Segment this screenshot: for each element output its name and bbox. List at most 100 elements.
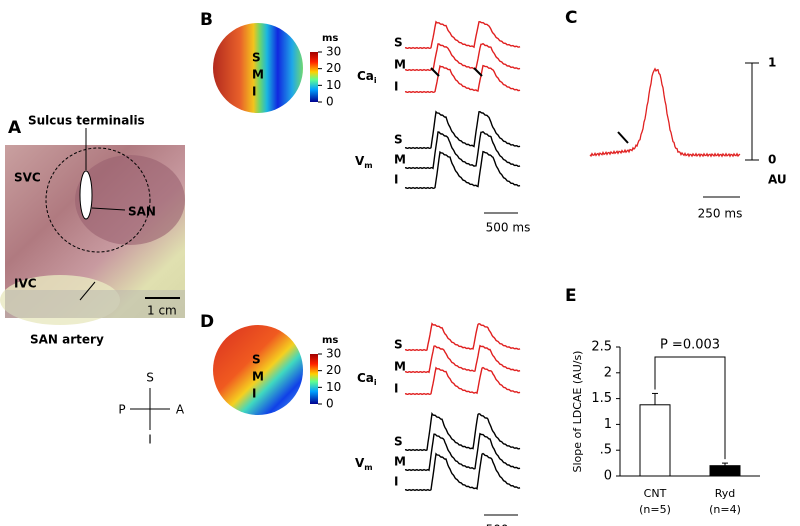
compass-label: P — [118, 403, 125, 417]
sample-size: (n=5) — [639, 503, 671, 516]
mesh — [5, 290, 185, 318]
trace — [404, 64, 521, 94]
significance-label: P =0.003 — [660, 338, 720, 353]
arrow — [473, 67, 483, 77]
y-axis-label: Slope of LDCAE (AU/s) — [571, 351, 584, 473]
y-tick-label: 2 — [604, 365, 612, 380]
annotation: SAN — [128, 205, 156, 219]
trace-label: M — [394, 360, 406, 374]
colorbar-tick-label: 30 — [326, 45, 341, 59]
trace-label: S — [394, 36, 403, 50]
scale-label: 250 ms — [698, 207, 743, 221]
san-outline — [79, 170, 93, 220]
colorbar-tick-label: 10 — [326, 380, 341, 394]
trace-label: I — [394, 80, 398, 94]
label-sub: i — [374, 378, 377, 387]
colorbar-tick-label: 30 — [326, 347, 341, 361]
y-tick-label: 1.5 — [591, 391, 612, 406]
sample-size: (n=4) — [709, 503, 741, 516]
compass-label: I — [148, 433, 152, 447]
map-label: S — [252, 51, 261, 65]
y-tick-label: 2.5 — [591, 340, 612, 355]
activation-map — [213, 23, 303, 113]
map-label: I — [252, 387, 256, 401]
trace-group-label: Vm — [355, 456, 373, 472]
colorbar-tick-label: 10 — [326, 78, 341, 92]
trace — [404, 366, 521, 396]
annotation: SAN artery — [30, 333, 104, 347]
panel-d: DSMIms3020100CaiVmSMISMI500 ms — [200, 312, 530, 526]
panel-label: A — [8, 118, 22, 138]
panel-label: B — [200, 10, 213, 30]
label-main: V — [355, 154, 365, 168]
trace-label: S — [394, 435, 403, 449]
trace — [404, 452, 521, 492]
trace — [404, 344, 521, 374]
scale-label: 1 — [768, 56, 776, 70]
trace — [404, 42, 521, 72]
annotation: Sulcus terminalis — [28, 114, 145, 128]
trace-label: M — [394, 455, 406, 469]
bar — [709, 465, 741, 477]
arrow — [79, 281, 96, 301]
label-sub: m — [364, 463, 372, 472]
trace — [404, 322, 521, 352]
colorbar-tick-label: 0 — [326, 397, 334, 411]
trace — [404, 432, 521, 472]
colorbar-unit: ms — [322, 33, 338, 44]
trace-group-label: Cai — [357, 69, 377, 85]
x-tick-label: Ryd — [715, 487, 736, 500]
x-tick-label: CNT — [644, 487, 667, 500]
colorbar-unit: ms — [322, 335, 338, 346]
scale-label: 1 cm — [147, 304, 177, 318]
trace — [589, 67, 741, 158]
y-tick-label: 1 — [604, 417, 612, 432]
panel-label: C — [565, 8, 577, 28]
label-main: Ca — [357, 371, 374, 385]
activation-map — [213, 325, 303, 415]
dashed-circle — [45, 147, 151, 253]
y-tick-label: .5 — [600, 443, 612, 458]
colorbar — [310, 354, 318, 404]
map-label: M — [252, 68, 264, 82]
scale-label: 500 ms — [486, 523, 531, 526]
trace — [404, 110, 521, 150]
trace-label: I — [394, 475, 398, 489]
trace-group-label: Cai — [357, 371, 377, 387]
trace-group-label: Vm — [355, 154, 373, 170]
panel-label: D — [200, 312, 214, 332]
colorbar-tick-label: 20 — [326, 363, 341, 377]
annotation: SVC — [14, 171, 41, 185]
label-sub: i — [374, 76, 377, 85]
trace — [404, 150, 521, 190]
trace-label: M — [394, 153, 406, 167]
label-sub: m — [364, 161, 372, 170]
compass-label: S — [146, 371, 154, 385]
annotation: IVC — [14, 277, 37, 291]
trace — [404, 20, 521, 50]
colorbar-tick-label: 0 — [326, 95, 334, 109]
trace — [404, 130, 521, 170]
colorbar — [310, 52, 318, 102]
trace-label: I — [394, 382, 398, 396]
arrow — [91, 207, 126, 211]
colorbar-tick-label: 20 — [326, 61, 341, 75]
scale-label: 0 — [768, 153, 776, 167]
y-tick-label: 0 — [604, 469, 612, 484]
trace — [404, 412, 521, 452]
panel-a: A Sulcus terminalis SVC SAN IVC SAN arte… — [0, 114, 185, 447]
compass-label: A — [176, 403, 185, 417]
trace-label: S — [394, 133, 403, 147]
trace-label: M — [394, 58, 406, 72]
label-main: Ca — [357, 69, 374, 83]
significance-bracket — [654, 356, 726, 460]
label-main: V — [355, 456, 365, 470]
arrow — [617, 131, 629, 144]
panel-label: E — [565, 286, 577, 306]
map-label: I — [252, 85, 256, 99]
map-label: M — [252, 370, 264, 384]
trace-label: I — [394, 173, 398, 187]
arrow — [430, 67, 440, 77]
